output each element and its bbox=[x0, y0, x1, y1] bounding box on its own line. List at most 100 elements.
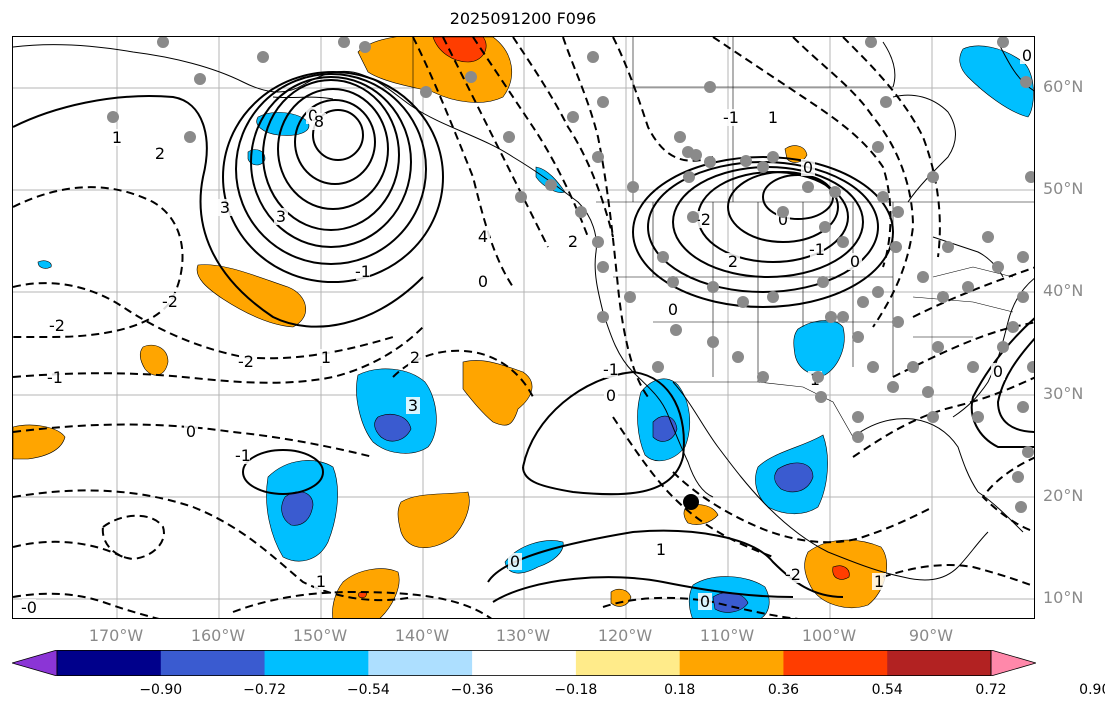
contour-label: -1 bbox=[47, 368, 63, 387]
contour-label-bg bbox=[786, 566, 800, 583]
contour-label: -2 bbox=[238, 352, 254, 371]
contour-label-bg bbox=[406, 397, 420, 414]
contour-label: 1 bbox=[656, 540, 666, 559]
lon-label-170w: 170°W bbox=[88, 626, 144, 645]
contour-label-bg bbox=[724, 109, 738, 126]
lat-label-20n: 20°N bbox=[1043, 486, 1084, 505]
colorbar-segments bbox=[12, 650, 1036, 676]
contour-label-bg bbox=[319, 349, 333, 366]
contour-label: 4 bbox=[478, 227, 488, 246]
lon-label-130w: 130°W bbox=[495, 626, 551, 645]
colorbar-tick-label: −0.36 bbox=[450, 682, 494, 698]
lon-label-120w: 120°W bbox=[597, 626, 653, 645]
colorbar-extend-high bbox=[990, 650, 1036, 676]
contour-label-bg bbox=[766, 109, 780, 126]
contour-label: 3 bbox=[408, 396, 418, 415]
contour-label-bg bbox=[991, 363, 1005, 380]
contour-label: 2 bbox=[155, 144, 165, 163]
contour-label: 0 bbox=[850, 252, 860, 271]
contour-label: 2 bbox=[568, 232, 578, 251]
contour-label-bg bbox=[604, 361, 618, 378]
colorbar-segment bbox=[783, 650, 888, 676]
contour-label-bg bbox=[218, 199, 232, 216]
contour-label-bg bbox=[476, 228, 490, 245]
lon-label-110w: 110°W bbox=[699, 626, 755, 645]
lon-label-150w: 150°W bbox=[292, 626, 348, 645]
contour-label: -2 bbox=[49, 316, 65, 335]
colorbar-outline bbox=[56, 650, 992, 676]
contour-label: 8 bbox=[314, 112, 324, 131]
colorbar-tick-label: 0.18 bbox=[664, 682, 696, 698]
contour-label-bg bbox=[698, 593, 712, 610]
contour-label: 1 bbox=[874, 572, 884, 591]
contour-label-bg bbox=[274, 208, 288, 225]
contour-label-bg bbox=[153, 145, 167, 162]
lon-label-160w: 160°W bbox=[190, 626, 246, 645]
lon-label-140w: 140°W bbox=[394, 626, 450, 645]
contour-label: 0 bbox=[803, 158, 813, 177]
contour-label-bg bbox=[872, 573, 886, 590]
contour-label: 3 bbox=[276, 207, 286, 226]
contour-label: -1 bbox=[603, 360, 619, 379]
contour-label-bg bbox=[236, 447, 250, 464]
colorbar-segment bbox=[472, 650, 577, 676]
contour-label: -2 bbox=[162, 292, 178, 311]
contour-label: 1 bbox=[321, 348, 331, 367]
contour-label-bg bbox=[696, 211, 710, 228]
contour-label: -1 bbox=[235, 446, 251, 465]
colorbar-segment bbox=[264, 650, 369, 676]
map-title: 2025091200 F096 bbox=[449, 9, 597, 28]
contour-label-bg bbox=[566, 233, 580, 250]
contour-label: 0 bbox=[186, 422, 196, 441]
colorbar-tick-label: −0.72 bbox=[243, 682, 286, 698]
map-panel[interactable]: 0 1 2 3 8 -2 -1 0 1 2 3 -2 -1 0 2 -2 3 4 0 2 -2 0 -1 0 -1 0 1 -2 0 -1… bbox=[12, 36, 1035, 619]
contour-label-bg bbox=[801, 159, 815, 176]
contour-label-bg bbox=[48, 369, 62, 386]
contour-label: 0 bbox=[778, 210, 788, 229]
lat-label-50n: 50°N bbox=[1043, 179, 1084, 198]
lon-label-90w: 90°W bbox=[908, 626, 954, 645]
contour-label-bg bbox=[654, 541, 668, 558]
contour-label: 0 bbox=[510, 552, 520, 571]
contour-label: 1 bbox=[316, 572, 326, 591]
contour-label: 1 bbox=[768, 108, 778, 127]
contour-label: 0 bbox=[700, 592, 710, 611]
colorbar-segment bbox=[57, 650, 162, 676]
colorbar-tick-label: −0.90 bbox=[139, 682, 183, 698]
contour-label: -2 bbox=[695, 210, 711, 229]
colorbar-segment bbox=[160, 650, 266, 676]
contour-label-bg bbox=[110, 129, 124, 146]
colorbar-tick-label: 0.36 bbox=[767, 682, 800, 698]
contour-label-bg bbox=[848, 253, 862, 270]
lat-label-60n: 60°N bbox=[1043, 77, 1084, 96]
contour-label: 0 bbox=[668, 300, 678, 319]
map-canvas: 0 1 2 3 8 -2 -1 0 1 2 3 -2 -1 0 2 -2 3 4 0 2 -2 0 -1 0 -1 0 1 -2 0 -1… bbox=[13, 37, 1034, 618]
contour-label: -0 bbox=[21, 598, 37, 617]
lon-label-100w: 100°W bbox=[801, 626, 857, 645]
contour-label-bg bbox=[408, 349, 422, 366]
colorbar-extend-low bbox=[12, 650, 58, 676]
contour-label: -1 bbox=[809, 240, 825, 259]
station-dots bbox=[107, 37, 1034, 513]
contour-label-group: 0 1 2 3 8 -2 -1 0 1 2 3 -2 -1 0 2 -2 3 4 0 2 -2 0 -1 0 -1 0 1 -2 0 -1… bbox=[21, 46, 1034, 617]
colorbar-segment bbox=[575, 650, 681, 676]
contour-label-bg bbox=[163, 293, 177, 310]
contour-label: 2 bbox=[728, 252, 738, 271]
contour-label-bg bbox=[22, 599, 36, 616]
colorbar-tick-label: 0.54 bbox=[871, 682, 903, 698]
contour-label: 3 bbox=[220, 198, 230, 217]
colorbar-segment bbox=[368, 650, 473, 676]
contour-label-bg bbox=[312, 113, 326, 130]
contour-label: -1 bbox=[723, 108, 739, 127]
colorbar-tick-label: 0.90 bbox=[1079, 682, 1105, 698]
contour-label-bg bbox=[356, 263, 370, 280]
contour-label-bg bbox=[508, 553, 522, 570]
contour-label: 0 bbox=[478, 272, 488, 291]
contour-label: -1 bbox=[355, 262, 371, 281]
colorbar-segment bbox=[887, 650, 992, 676]
colorbar-segment bbox=[679, 650, 784, 676]
contour-label: 2 bbox=[410, 348, 420, 367]
contour-label: 0 bbox=[1022, 46, 1032, 65]
contour-label-bg bbox=[666, 301, 680, 318]
lat-label-40n: 40°N bbox=[1043, 281, 1084, 300]
